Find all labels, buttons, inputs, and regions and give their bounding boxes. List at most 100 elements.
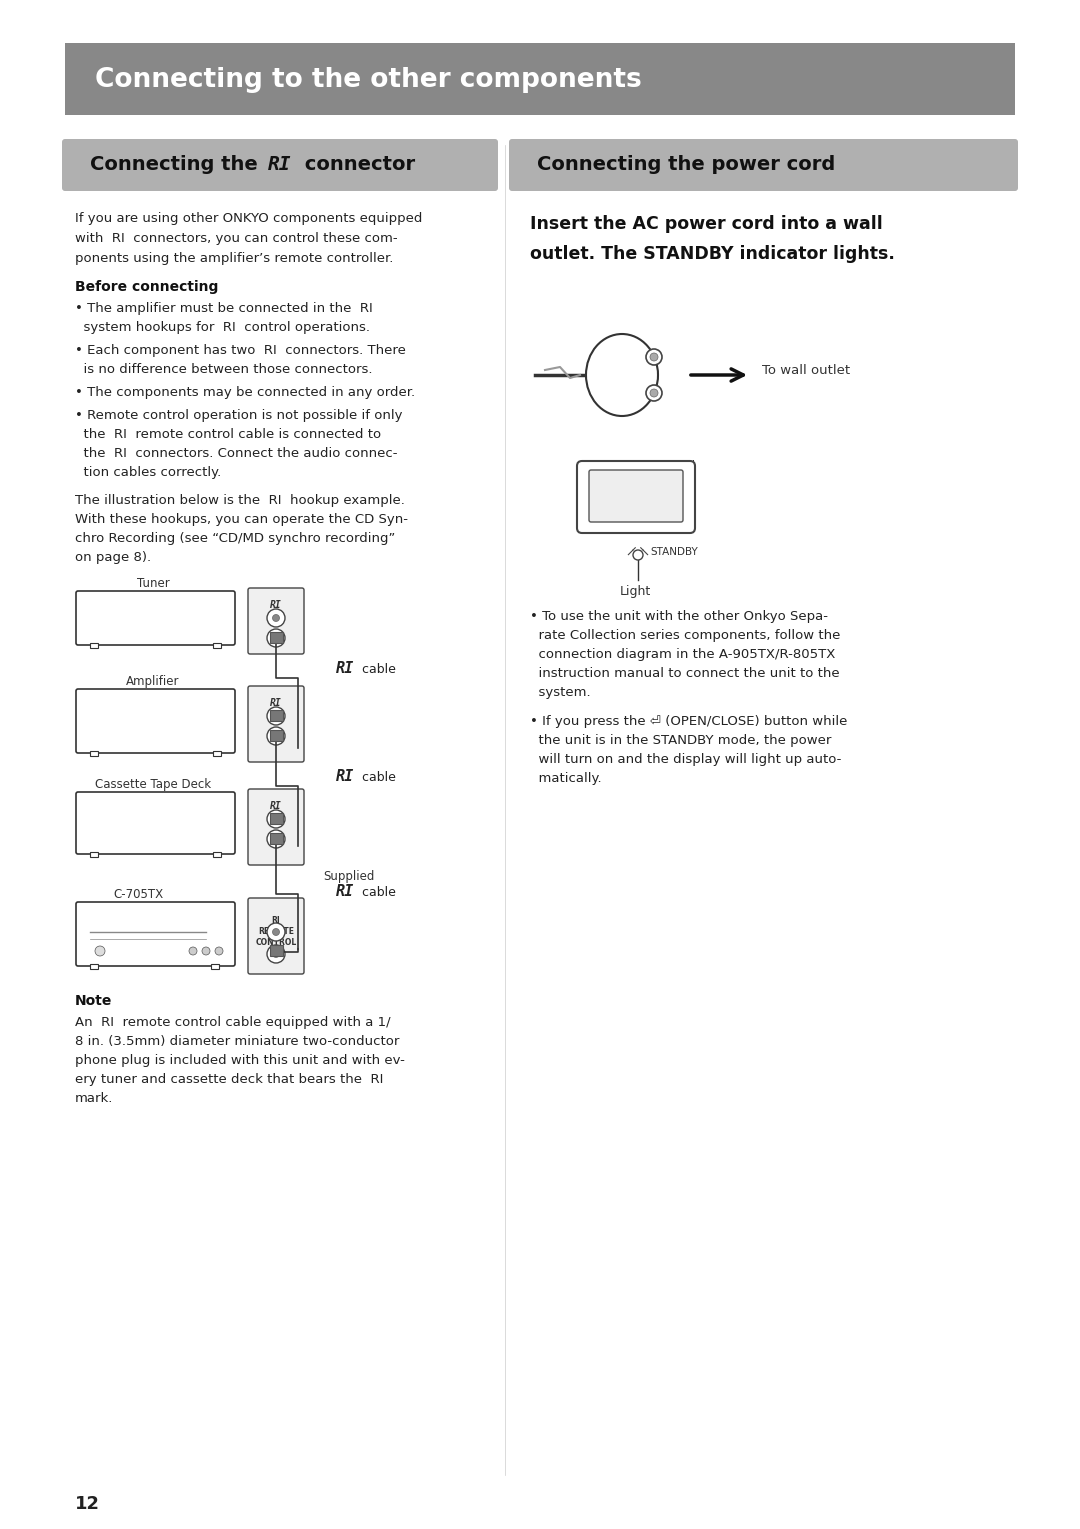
Bar [90,963,98,969]
Bar [213,751,221,755]
Circle shape [272,815,280,823]
Text: RI: RI [336,884,354,899]
Text: Connecting to the other components: Connecting to the other components [95,67,642,93]
Text: ponents using the amplifier’s remote controller.: ponents using the amplifier’s remote con… [75,252,393,265]
Circle shape [215,946,222,956]
Circle shape [272,635,280,642]
Text: ery tuner and cassette deck that bears the  RI: ery tuner and cassette deck that bears t… [75,1073,383,1086]
Text: the  RI  connectors. Connect the audio connec-: the RI connectors. Connect the audio con… [75,446,397,460]
Ellipse shape [586,333,658,416]
FancyBboxPatch shape [76,690,235,752]
Circle shape [267,810,285,829]
Text: Cassette Tape Deck: Cassette Tape Deck [95,778,211,790]
Bar [90,644,98,648]
Text: will turn on and the display will light up auto-: will turn on and the display will light … [530,752,841,766]
Circle shape [267,726,285,745]
Circle shape [272,928,280,936]
Text: Note: Note [75,994,112,1008]
Circle shape [267,830,285,849]
Text: Amplifier: Amplifier [126,674,179,688]
Circle shape [267,628,285,647]
Text: 12: 12 [75,1495,100,1514]
Text: connection diagram in the A-905TX/R-805TX: connection diagram in the A-905TX/R-805T… [530,648,835,661]
Text: system hookups for  RI  control operations.: system hookups for RI control operations… [75,321,370,333]
Circle shape [633,550,643,560]
Text: Connecting the: Connecting the [90,156,265,174]
Bar [65,43,1015,115]
Bar [270,945,283,956]
Text: matically.: matically. [530,772,602,784]
Text: on page 8).: on page 8). [75,550,151,564]
Bar [270,631,283,644]
Bar [213,852,221,856]
Text: outlet. The STANDBY indicator lights.: outlet. The STANDBY indicator lights. [530,245,895,263]
Text: connector: connector [298,156,415,174]
Text: RI: RI [270,699,282,708]
Text: With these hookups, you can operate the CD Syn-: With these hookups, you can operate the … [75,514,408,526]
Text: phone plug is included with this unit and with ev-: phone plug is included with this unit an… [75,1053,405,1067]
Circle shape [646,349,662,365]
Bar [270,813,283,824]
Text: • Remote control operation is not possible if only: • Remote control operation is not possib… [75,408,403,422]
Bar [213,644,221,648]
Text: with  RI  connectors, you can control these com-: with RI connectors, you can control thes… [75,232,397,245]
Circle shape [267,706,285,725]
Bar [270,729,283,742]
Text: RI: RI [268,156,292,174]
Text: RI: RI [336,661,354,676]
Text: C-705TX: C-705TX [113,888,163,901]
Text: is no difference between those connectors.: is no difference between those connector… [75,362,373,376]
FancyBboxPatch shape [62,139,498,191]
Text: rate Collection series components, follow the: rate Collection series components, follo… [530,628,840,642]
Text: chro Recording (see “CD/MD synchro recording”: chro Recording (see “CD/MD synchro recor… [75,532,395,544]
Text: • The components may be connected in any order.: • The components may be connected in any… [75,385,415,399]
Circle shape [272,732,280,740]
Text: • Each component has two  RI  connectors. There: • Each component has two RI connectors. … [75,344,406,356]
Text: 8 in. (3.5mm) diameter miniature two-conductor: 8 in. (3.5mm) diameter miniature two-con… [75,1035,400,1047]
Circle shape [650,353,658,361]
Bar [90,751,98,755]
Bar [270,833,283,844]
FancyBboxPatch shape [76,792,235,855]
Text: cable: cable [357,664,396,676]
Text: tion cables correctly.: tion cables correctly. [75,466,221,479]
Text: If you are using other ONKYO components equipped: If you are using other ONKYO components … [75,213,422,225]
Text: the unit is in the STANDBY mode, the power: the unit is in the STANDBY mode, the pow… [530,734,832,748]
Text: RI: RI [270,801,282,810]
Bar [211,963,219,969]
Text: ⏻: ⏻ [608,460,615,469]
Text: • If you press the ⏎ (OPEN/CLOSE) button while: • If you press the ⏎ (OPEN/CLOSE) button… [530,716,848,728]
Text: RI
REMOTE
CONTROL: RI REMOTE CONTROL [255,916,297,946]
Text: • To use the unit with the other Onkyo Sepa-: • To use the unit with the other Onkyo S… [530,610,828,622]
FancyBboxPatch shape [248,589,303,654]
Text: Supplied: Supplied [323,870,375,884]
Text: STANDBY/ON: STANDBY/ON [623,460,696,469]
Text: mark.: mark. [75,1092,113,1105]
FancyBboxPatch shape [589,469,683,521]
Text: instruction manual to connect the unit to the: instruction manual to connect the unit t… [530,667,839,680]
Text: the  RI  remote control cable is connected to: the RI remote control cable is connected… [75,428,381,440]
Text: Insert the AC power cord into a wall: Insert the AC power cord into a wall [530,216,882,232]
FancyBboxPatch shape [76,592,235,645]
Text: An  RI  remote control cable equipped with a 1/: An RI remote control cable equipped with… [75,1015,391,1029]
Text: RI: RI [336,769,354,784]
Text: cable: cable [357,885,396,899]
Bar [90,852,98,856]
Text: Connecting the power cord: Connecting the power cord [537,156,835,174]
Circle shape [267,924,285,940]
Circle shape [267,945,285,963]
Circle shape [202,946,210,956]
Text: STANDBY: STANDBY [650,547,698,557]
FancyBboxPatch shape [248,898,303,974]
Text: Before connecting: Before connecting [75,280,218,294]
FancyBboxPatch shape [76,902,235,966]
Text: Light: Light [620,586,651,598]
Circle shape [189,946,197,956]
Circle shape [272,951,280,957]
Text: RI: RI [270,599,282,610]
Circle shape [267,609,285,627]
Circle shape [272,835,280,842]
Circle shape [272,713,280,720]
Circle shape [646,385,662,401]
Circle shape [650,388,658,398]
